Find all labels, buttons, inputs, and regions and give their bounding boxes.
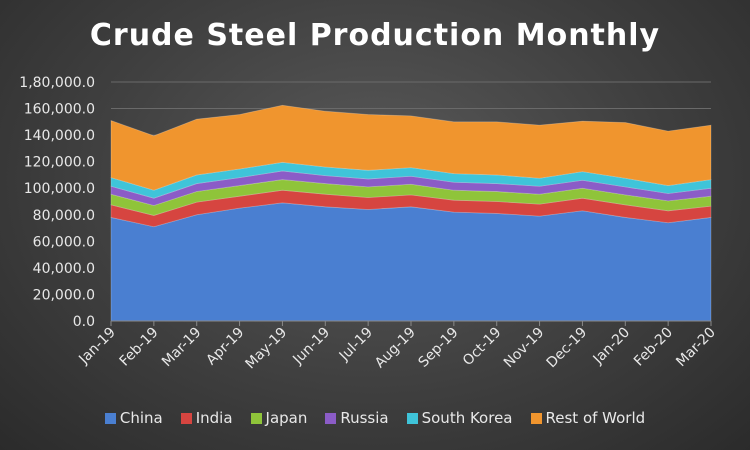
x-tick-label: May-19: [242, 325, 290, 373]
legend-swatch: [180, 412, 192, 424]
x-tick-label: Aug-19: [372, 325, 419, 372]
y-tick-label: 60,000.0: [33, 234, 95, 250]
x-tick-label: Jan-20: [590, 325, 633, 368]
x-tick-label: Dec-19: [544, 325, 591, 372]
x-tick-label: Jun-19: [289, 325, 333, 369]
legend-swatch: [250, 412, 262, 424]
y-tick-label: 40,000.0: [33, 261, 95, 277]
legend-item-japan: Japan: [250, 409, 308, 427]
legend-label: Russia: [340, 409, 389, 427]
x-tick-label: Mar-20: [673, 325, 719, 371]
legend-item-rest-of-world: Rest of World: [530, 409, 646, 427]
x-tick-label: Feb-20: [631, 325, 676, 370]
legend-item-russia: Russia: [325, 409, 389, 427]
x-tick-label: Sep-19: [416, 325, 462, 371]
y-tick-label: 100,000.0: [24, 181, 95, 197]
legend-label: China: [119, 409, 163, 427]
chart-title: Crude Steel Production Monthly: [89, 18, 661, 53]
y-tick-label: 160,000.0: [24, 102, 95, 118]
area-series-china: [110, 202, 712, 322]
x-tick-label: Nov-19: [501, 325, 548, 372]
legend-item-india: India: [180, 409, 233, 427]
area-series-rest-of-world: [110, 104, 712, 191]
x-tick-label: Feb-19: [117, 325, 162, 370]
y-tick-label: 140,000.0: [24, 128, 95, 144]
y-tick-label: 80,000.0: [33, 208, 95, 224]
legend-label: India: [195, 409, 233, 427]
y-tick-label: 120,000.0: [24, 155, 95, 171]
legend-label: Japan: [265, 409, 308, 427]
y-tick-label: 0.0: [73, 314, 95, 330]
legend-item-china: China: [104, 409, 163, 427]
legend-swatch: [104, 412, 116, 424]
y-tick-label: 20,000.0: [33, 287, 95, 303]
legend-swatch: [530, 412, 542, 424]
x-tick-label: Jul-19: [336, 325, 376, 365]
x-tick-label: Mar-19: [159, 325, 205, 371]
x-tick-label: Oct-19: [460, 325, 505, 370]
y-tick-label: 1,80,000.0: [19, 75, 95, 91]
legend: China India Japan Russia South Korea Rest of …: [0, 409, 750, 427]
legend-item-south-korea: South Korea: [406, 409, 513, 427]
legend-label: Rest of World: [545, 409, 646, 427]
x-tick-label: Apr-19: [203, 325, 247, 369]
x-tick-label: Jan-19: [75, 325, 118, 368]
legend-swatch: [406, 412, 418, 424]
legend-label: South Korea: [421, 409, 513, 427]
legend-swatch: [325, 412, 337, 424]
